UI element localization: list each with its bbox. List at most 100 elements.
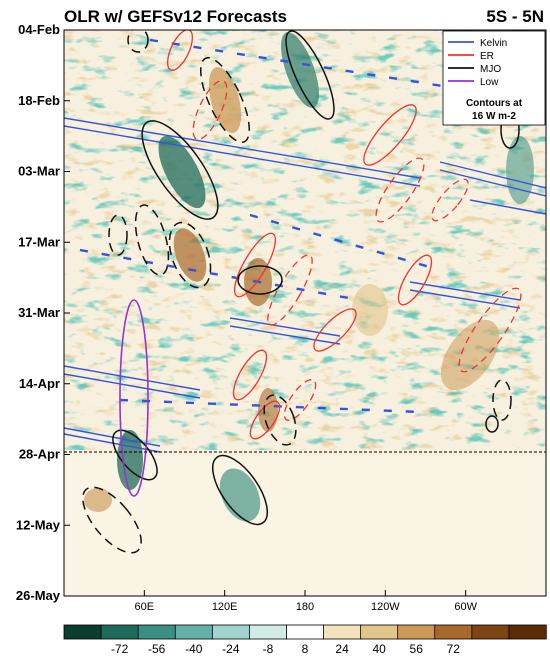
kelvin-contours [64,117,546,453]
mjo-dashed-contour [168,221,212,289]
colorbar-segment [100,624,139,640]
kelvin-contour [409,281,521,301]
er-contour [363,104,417,166]
positive-anomaly-blob [173,228,207,282]
kelvin-contour [64,433,161,453]
mjo-dashed-contours [82,30,512,554]
y-tick-label: 03-Mar [18,164,60,179]
low-frequency-contour [119,299,149,497]
er-contour [249,400,281,440]
x-tick-label: 120E [212,601,238,613]
kelvin-contour [469,199,546,215]
x-tick-label: 180 [296,601,314,613]
y-tick-label: 28-Apr [19,447,60,462]
mjo-contour [485,415,499,433]
kelvin-contour [64,365,201,391]
colorbar-tick-label: -72 [111,642,129,656]
mjo-dashed-contour [492,379,512,421]
legend-label: Kelvin [480,38,507,49]
mjo-dashed-contour [82,486,142,554]
kelvin-dash [149,38,501,97]
kelvin-contour [229,325,341,345]
positive-anomaly-blob [440,319,500,391]
colorbar-tick-label: 72 [447,642,461,656]
kelvin-contour [229,317,341,337]
kelvin-dashes [79,38,501,414]
anomaly-blobs [84,32,534,522]
er-contour [233,232,277,298]
x-tick-label: 60W [454,601,477,613]
positive-anomaly-blob [84,488,112,512]
y-tick-label: 26-May [16,588,61,603]
legend-note-1: Contours at [466,98,523,109]
legend-label: Low [480,77,499,88]
y-tick-label: 12-May [16,517,61,532]
kelvin-contour [439,169,546,197]
colorbar-segment [323,624,362,640]
colorbar-tick-label: -24 [222,642,240,656]
kelvin-contour [64,125,421,187]
mjo-contour [211,454,269,526]
negative-anomaly-blob [281,32,319,108]
legend-label: MJO [480,64,501,75]
kelvin-dash [119,398,421,414]
colorbar-tick-label: 56 [410,642,424,656]
negative-anomaly-blob [219,468,261,522]
positive-anomaly-blob [352,284,388,336]
chart-subtitle: 5S - 5N [486,7,544,26]
kelvin-contour [409,289,521,309]
er-dashed-contour [283,379,317,421]
colorbar-tick-label: -56 [148,642,166,656]
negative-anomaly-blob [506,136,534,204]
colorbar-segment [471,624,510,640]
colorbar-tick-label: 40 [372,642,386,656]
mjo-contour [285,30,335,120]
legend: Kelvin ER MJO Low Contours at 16 W m-2 [442,30,546,126]
x-tick-label: 120W [371,601,400,613]
positive-anomaly-blob [258,388,278,432]
y-tick-label: 31-Mar [18,305,60,320]
colorbar-segment [211,624,251,640]
colorbar-segment [63,624,102,640]
er-contour [232,349,268,401]
er-dashed-contour [458,287,522,373]
er-contour [313,308,357,352]
colorbar-tick-label: -40 [185,642,203,656]
colorbar-tick-label: 24 [335,642,349,656]
mjo-contour [141,120,219,220]
kelvin-contour [64,117,421,179]
mjo-dashed-contour [134,204,170,276]
er-contour [397,254,433,306]
y-tick-label: 17-Mar [18,234,60,249]
x-axis: 60E 120E 180 120W 60W [135,590,478,613]
colorbar-tick-label: -8 [263,642,274,656]
colorbar-segment [434,624,473,640]
mjo-dashed-contour [263,394,297,446]
mjo-dashed-contour [127,30,149,53]
colorbar-segment [286,624,325,640]
legend-box [442,30,546,126]
er-dashed-contour [375,157,425,223]
kelvin-dash [79,248,361,302]
y-axis: 04-Feb 18-Feb 03-Mar 17-Mar 31-Mar 14-Apr 28-A… [16,22,70,603]
mjo-contour [237,265,283,295]
colorbar-segment [137,624,176,640]
positive-anomaly-blob [208,66,242,134]
mjo-dashed-contour [108,214,128,256]
colorbar-tick-label: 8 [302,642,309,656]
x-tick-label: 60E [135,601,155,613]
colorbar-segment [248,624,288,640]
chart-title: OLR w/ GEFSv12 Forecasts [64,7,287,26]
negative-anomaly-blob [158,135,206,209]
er-dashed-contour [192,79,228,141]
colorbar: -72 -56 -40 -24 -8 8 24 40 56 72 [63,624,547,656]
y-tick-label: 18-Feb [18,93,60,108]
colorbar-segment [397,624,436,640]
colorbar-segment [508,624,547,640]
colorbar-segment [360,624,399,640]
legend-label: ER [480,51,494,62]
kelvin-contour [64,373,201,399]
legend-note-2: 16 W m-2 [472,111,516,122]
kelvin-contour [439,161,546,189]
